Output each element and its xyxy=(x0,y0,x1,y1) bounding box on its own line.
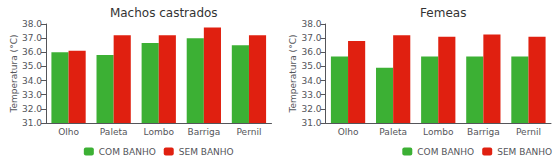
svg-text:38.0: 38.0 xyxy=(301,19,321,29)
svg-text:Pernil: Pernil xyxy=(516,127,541,137)
svg-text:Machos castrados: Machos castrados xyxy=(110,6,218,20)
svg-text:COM BANHO: COM BANHO xyxy=(99,147,156,157)
svg-text:Femeas: Femeas xyxy=(420,6,466,20)
svg-text:Barriga: Barriga xyxy=(188,127,221,137)
svg-text:COM BANHO: COM BANHO xyxy=(417,147,474,157)
svg-text:Olho: Olho xyxy=(338,127,359,137)
svg-text:31.0: 31.0 xyxy=(22,118,42,128)
svg-text:Paleta: Paleta xyxy=(379,127,407,137)
svg-text:32.0: 32.0 xyxy=(22,104,42,114)
svg-text:Paleta: Paleta xyxy=(100,127,128,137)
svg-text:35.0: 35.0 xyxy=(22,61,42,71)
svg-text:Lombo: Lombo xyxy=(144,127,175,137)
svg-text:Temperatura (°C): Temperatura (°C) xyxy=(288,35,298,114)
svg-text:34.0: 34.0 xyxy=(22,76,42,86)
svg-text:38.0: 38.0 xyxy=(22,19,42,29)
svg-text:36.0: 36.0 xyxy=(22,47,42,57)
svg-text:33.0: 33.0 xyxy=(22,90,42,100)
svg-text:36.0: 36.0 xyxy=(301,47,321,57)
svg-text:37.0: 37.0 xyxy=(22,33,42,43)
svg-text:34.0: 34.0 xyxy=(301,76,321,86)
svg-text:35.0: 35.0 xyxy=(301,61,321,71)
svg-text:32.0: 32.0 xyxy=(301,104,321,114)
svg-text:31.0: 31.0 xyxy=(301,118,321,128)
svg-text:Olho: Olho xyxy=(58,127,79,137)
svg-text:SEM BANHO: SEM BANHO xyxy=(179,147,234,157)
svg-text:Lombo: Lombo xyxy=(423,127,454,137)
svg-text:Pernil: Pernil xyxy=(237,127,262,137)
svg-text:37.0: 37.0 xyxy=(301,33,321,43)
svg-text:SEM BANHO: SEM BANHO xyxy=(497,147,552,157)
svg-text:33.0: 33.0 xyxy=(301,90,321,100)
svg-text:Barriga: Barriga xyxy=(467,127,500,137)
svg-text:Temperatura (°C): Temperatura (°C) xyxy=(9,35,19,114)
